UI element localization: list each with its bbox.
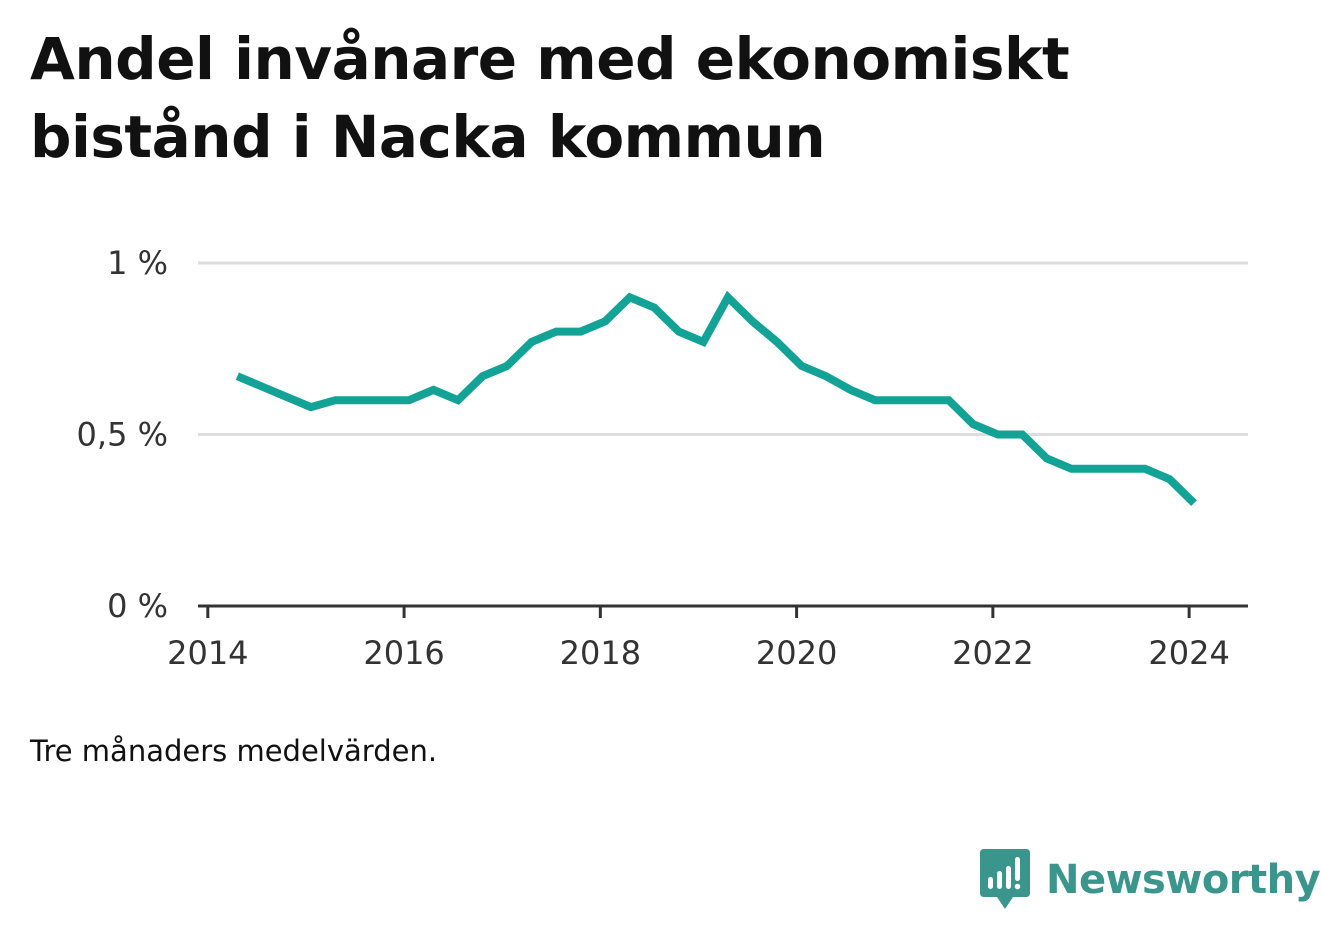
data-point (650, 304, 658, 312)
gridlines (198, 261, 1248, 436)
data-point (601, 317, 609, 325)
x-axis (198, 604, 1248, 618)
chart-title: Andel invånare med ekonomiskt bistånd i … (30, 25, 1070, 171)
y-tick-label: 0 % (107, 587, 168, 625)
data-point (847, 386, 855, 394)
data-point (773, 338, 781, 346)
data-point (405, 396, 413, 404)
newsworthy-logo-icon (980, 849, 1030, 909)
data-point (994, 431, 1002, 439)
x-tick-label: 2024 (1148, 634, 1229, 672)
data-point (1141, 465, 1149, 473)
data-point (1092, 465, 1100, 473)
chart-note: Tre månaders medelvärden. (30, 734, 438, 768)
series-line (235, 290, 1197, 506)
y-tick-label: 1 % (107, 244, 168, 282)
y-tick-labels: 0 % 0,5 % 1 % (77, 244, 168, 625)
x-tick-labels: 2014 2016 2018 2020 2022 2024 (167, 634, 1230, 672)
data-point (282, 393, 290, 401)
data-point (748, 317, 756, 325)
brand-name: Newsworthy (1046, 857, 1321, 903)
data-point (969, 420, 977, 428)
data-point (1043, 455, 1051, 463)
data-point (552, 328, 560, 336)
x-tick-label: 2022 (952, 634, 1033, 672)
data-point (307, 403, 315, 411)
data-point (454, 396, 462, 404)
data-point (724, 293, 732, 301)
data-point (331, 396, 339, 404)
series-layer (233, 290, 1198, 507)
data-point (1067, 465, 1075, 473)
data-point (1190, 499, 1198, 507)
data-point (822, 372, 830, 380)
x-tick-label: 2020 (756, 634, 837, 672)
data-point (233, 372, 241, 380)
data-point (1018, 431, 1026, 439)
data-point (1116, 465, 1124, 473)
brand-logo[interactable]: Newsworthy (980, 848, 1321, 912)
data-point (479, 372, 487, 380)
data-point (430, 386, 438, 394)
x-tick-label: 2018 (560, 634, 641, 672)
data-point (577, 328, 585, 336)
x-tick-label: 2014 (167, 634, 248, 672)
x-tick-label: 2016 (363, 634, 444, 672)
data-point (871, 396, 879, 404)
data-point (896, 396, 904, 404)
data-point (528, 338, 536, 346)
data-point (920, 396, 928, 404)
y-tick-label: 0,5 % (77, 416, 168, 454)
data-point (699, 338, 707, 346)
data-point (503, 362, 511, 370)
data-point (626, 293, 634, 301)
data-point (356, 396, 364, 404)
data-point (675, 328, 683, 336)
data-point (258, 383, 266, 391)
data-point (380, 396, 388, 404)
data-point (1166, 475, 1174, 483)
data-point (798, 362, 806, 370)
data-point (945, 396, 953, 404)
